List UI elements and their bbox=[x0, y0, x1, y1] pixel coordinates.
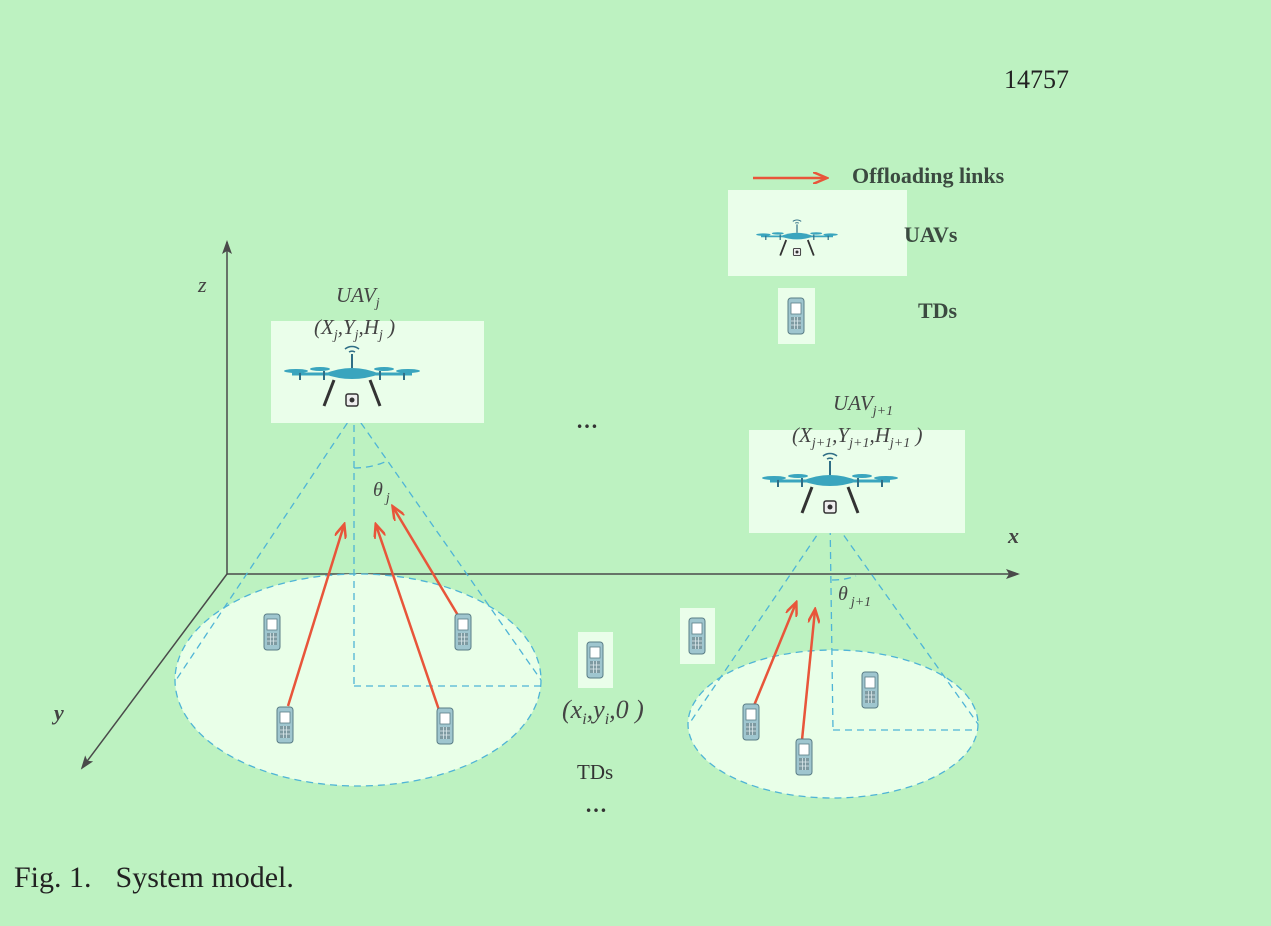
page-number: 14757 bbox=[1004, 65, 1069, 94]
legend-phone-icon bbox=[787, 297, 805, 335]
uav-j-label: UAVj bbox=[336, 283, 380, 311]
offloading-link bbox=[376, 525, 441, 711]
uav-j-coords: (Xj,Yj,Hj ) bbox=[314, 315, 395, 343]
y-axis bbox=[80, 573, 228, 770]
z-axis-label: z bbox=[197, 272, 207, 297]
offloading-links-j1 bbox=[751, 603, 815, 741]
phone-icon bbox=[586, 641, 604, 679]
ellipsis-bottom: … bbox=[585, 792, 607, 817]
offloading-link bbox=[751, 603, 796, 709]
legend-offloading-label: Offloading links bbox=[852, 163, 1005, 188]
x-axis-label: x bbox=[1007, 523, 1019, 548]
phone-icon bbox=[276, 706, 294, 744]
phone-icon bbox=[861, 671, 879, 709]
td-coords: (xi,yi,0 ) bbox=[562, 695, 644, 728]
uav-j1-coords: (Xj+1,Yj+1,Hj+1 ) bbox=[792, 423, 922, 451]
coverage-area-j bbox=[174, 573, 542, 787]
tds-label: TDs bbox=[577, 760, 613, 784]
phone-icon bbox=[688, 617, 706, 655]
legend-uavs-label: UAVs bbox=[904, 222, 958, 247]
offloading-links-j bbox=[286, 507, 461, 711]
phone-icon bbox=[795, 738, 813, 776]
legend-tds-label: TDs bbox=[918, 298, 958, 323]
legend: Offloading links UAVs TDs bbox=[728, 163, 1005, 344]
uav-j1-label: UAVj+1 bbox=[833, 391, 893, 419]
phone-icon bbox=[263, 613, 281, 651]
offloading-link bbox=[393, 507, 461, 618]
phone-icon bbox=[436, 707, 454, 745]
axes: z x y bbox=[51, 240, 1020, 770]
coverage-cone-j bbox=[175, 412, 542, 687]
offloading-link bbox=[286, 525, 344, 707]
figure-caption: Fig. 1. System model. bbox=[14, 861, 294, 894]
terminal-devices bbox=[263, 608, 879, 776]
offloading-link bbox=[800, 610, 815, 741]
y-axis-label: y bbox=[51, 700, 64, 725]
phone-icon bbox=[742, 703, 760, 741]
ellipsis-top: … bbox=[576, 408, 598, 433]
phone-icon bbox=[454, 613, 472, 651]
coverage-cone-j1 bbox=[688, 515, 979, 731]
uav-j-box bbox=[271, 321, 484, 423]
theta-j1-label: θ j+1 bbox=[838, 583, 871, 610]
